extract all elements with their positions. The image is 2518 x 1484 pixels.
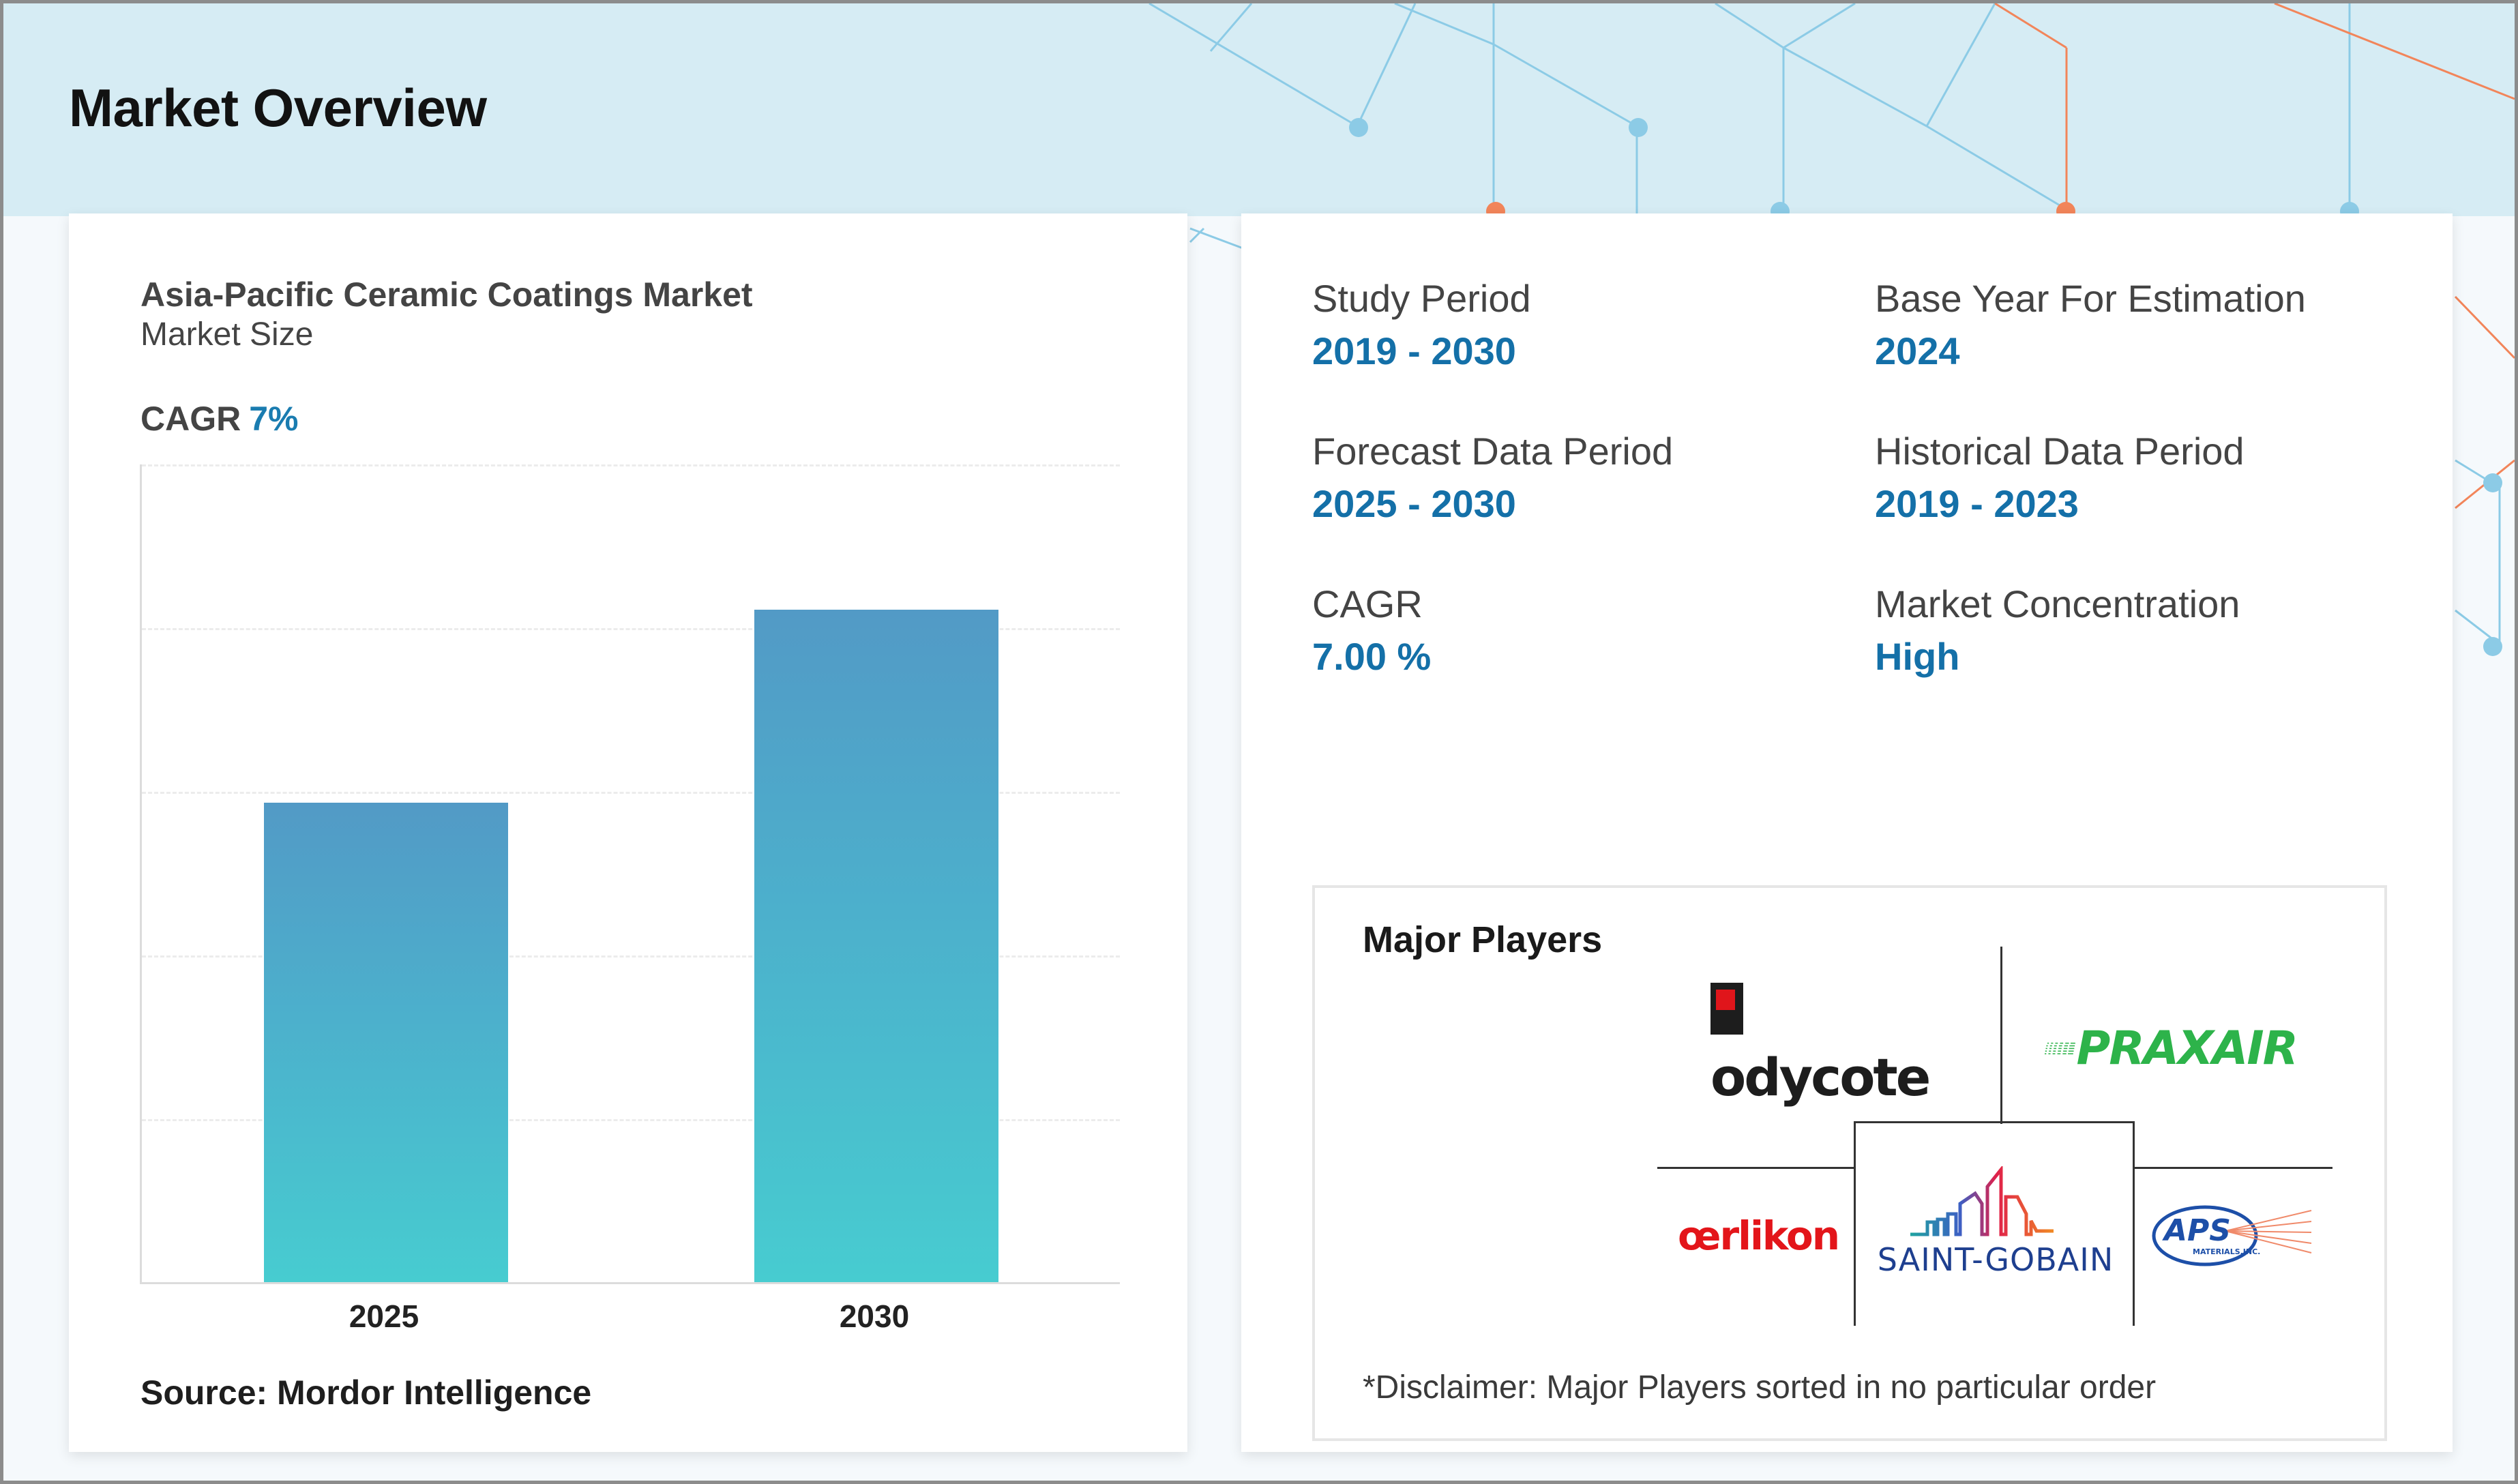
page-title: Market Overview [69, 78, 487, 138]
stat-label: Historical Data Period [1875, 430, 2245, 473]
cagr-label: CAGR [140, 400, 241, 438]
divider [1657, 1167, 1855, 1169]
x-tick-2030: 2030 [839, 1298, 910, 1334]
chart-subtitle: Market Size [140, 316, 314, 353]
logo-praxair: PRAXAIR [2045, 1018, 2298, 1079]
stat-value: 2024 [1875, 329, 1960, 372]
bodycote-b-icon [1710, 982, 1743, 1047]
stat-label: Market Concentration [1875, 582, 2240, 625]
svg-text:MATERIALS,INC.: MATERIALS,INC. [2193, 1247, 2260, 1256]
chart-source: Source: Mordor Intelligence [140, 1374, 592, 1412]
x-tick-2025: 2025 [349, 1298, 419, 1334]
stat-study-period: Study Period 2019 - 2030 [1312, 276, 1531, 373]
bar-2030[interactable] [754, 610, 998, 1282]
major-players-box: Major Players odycote [1312, 885, 2387, 1441]
stat-label: Base Year For Estimation [1875, 277, 2306, 320]
stat-value: 2019 - 2030 [1312, 329, 1516, 372]
stat-value: High [1875, 635, 1960, 678]
cagr-value: 7% [249, 400, 299, 438]
aps-materials-logo-icon: APS MATERIALS,INC. [2152, 1205, 2312, 1266]
divider [2133, 1167, 2332, 1169]
praxair-dots-icon [2045, 1042, 2075, 1054]
bar-2025[interactable] [264, 802, 508, 1282]
stat-value: 7.00 % [1312, 635, 1432, 678]
market-size-chart-card: Asia-Pacific Ceramic Coatings Market Mar… [69, 213, 1187, 1452]
logo-oerlikon: œrlikon [1678, 1213, 1840, 1259]
gridline [142, 628, 1120, 630]
stat-value: 2025 - 2030 [1312, 482, 1516, 525]
stat-label: Study Period [1312, 277, 1531, 320]
logo-aps-materials: APS MATERIALS,INC. [2147, 1195, 2317, 1277]
major-players-title: Major Players [1363, 919, 1603, 960]
stat-forecast-period: Forecast Data Period 2025 - 2030 [1312, 429, 1673, 526]
chart-cagr: CAGR 7% [140, 399, 298, 439]
chart-title: Asia-Pacific Ceramic Coatings Market [140, 276, 753, 314]
stat-label: CAGR [1312, 582, 1423, 625]
divider [1854, 1121, 2133, 1123]
stat-market-concentration: Market Concentration High [1875, 582, 2240, 679]
logo-bodycote: odycote [1710, 982, 1942, 1108]
stat-historical-period: Historical Data Period 2019 - 2023 [1875, 429, 2245, 526]
saint-gobain-buildings-icon [1910, 1166, 2054, 1236]
stat-value: 2019 - 2023 [1875, 482, 2079, 525]
gridline [142, 955, 1120, 958]
gridline [142, 792, 1120, 794]
stat-base-year: Base Year For Estimation 2024 [1875, 276, 2306, 373]
stat-cagr: CAGR 7.00 % [1312, 582, 1431, 679]
gridline [142, 1119, 1120, 1121]
major-players-disclaimer: *Disclaimer: Major Players sorted in no … [1363, 1369, 2157, 1406]
svg-text:APS: APS [2162, 1213, 2231, 1248]
divider [1854, 1121, 1856, 1326]
market-stats-card: Study Period 2019 - 2030 Base Year For E… [1241, 213, 2453, 1452]
logo-saint-gobain: SAINT-GOBAIN [1861, 1154, 2131, 1290]
divider [2133, 1121, 2135, 1326]
divider [2000, 947, 2002, 1124]
gridline [142, 464, 1120, 466]
bar-chart-plot [140, 464, 1120, 1284]
stat-label: Forecast Data Period [1312, 430, 1674, 473]
